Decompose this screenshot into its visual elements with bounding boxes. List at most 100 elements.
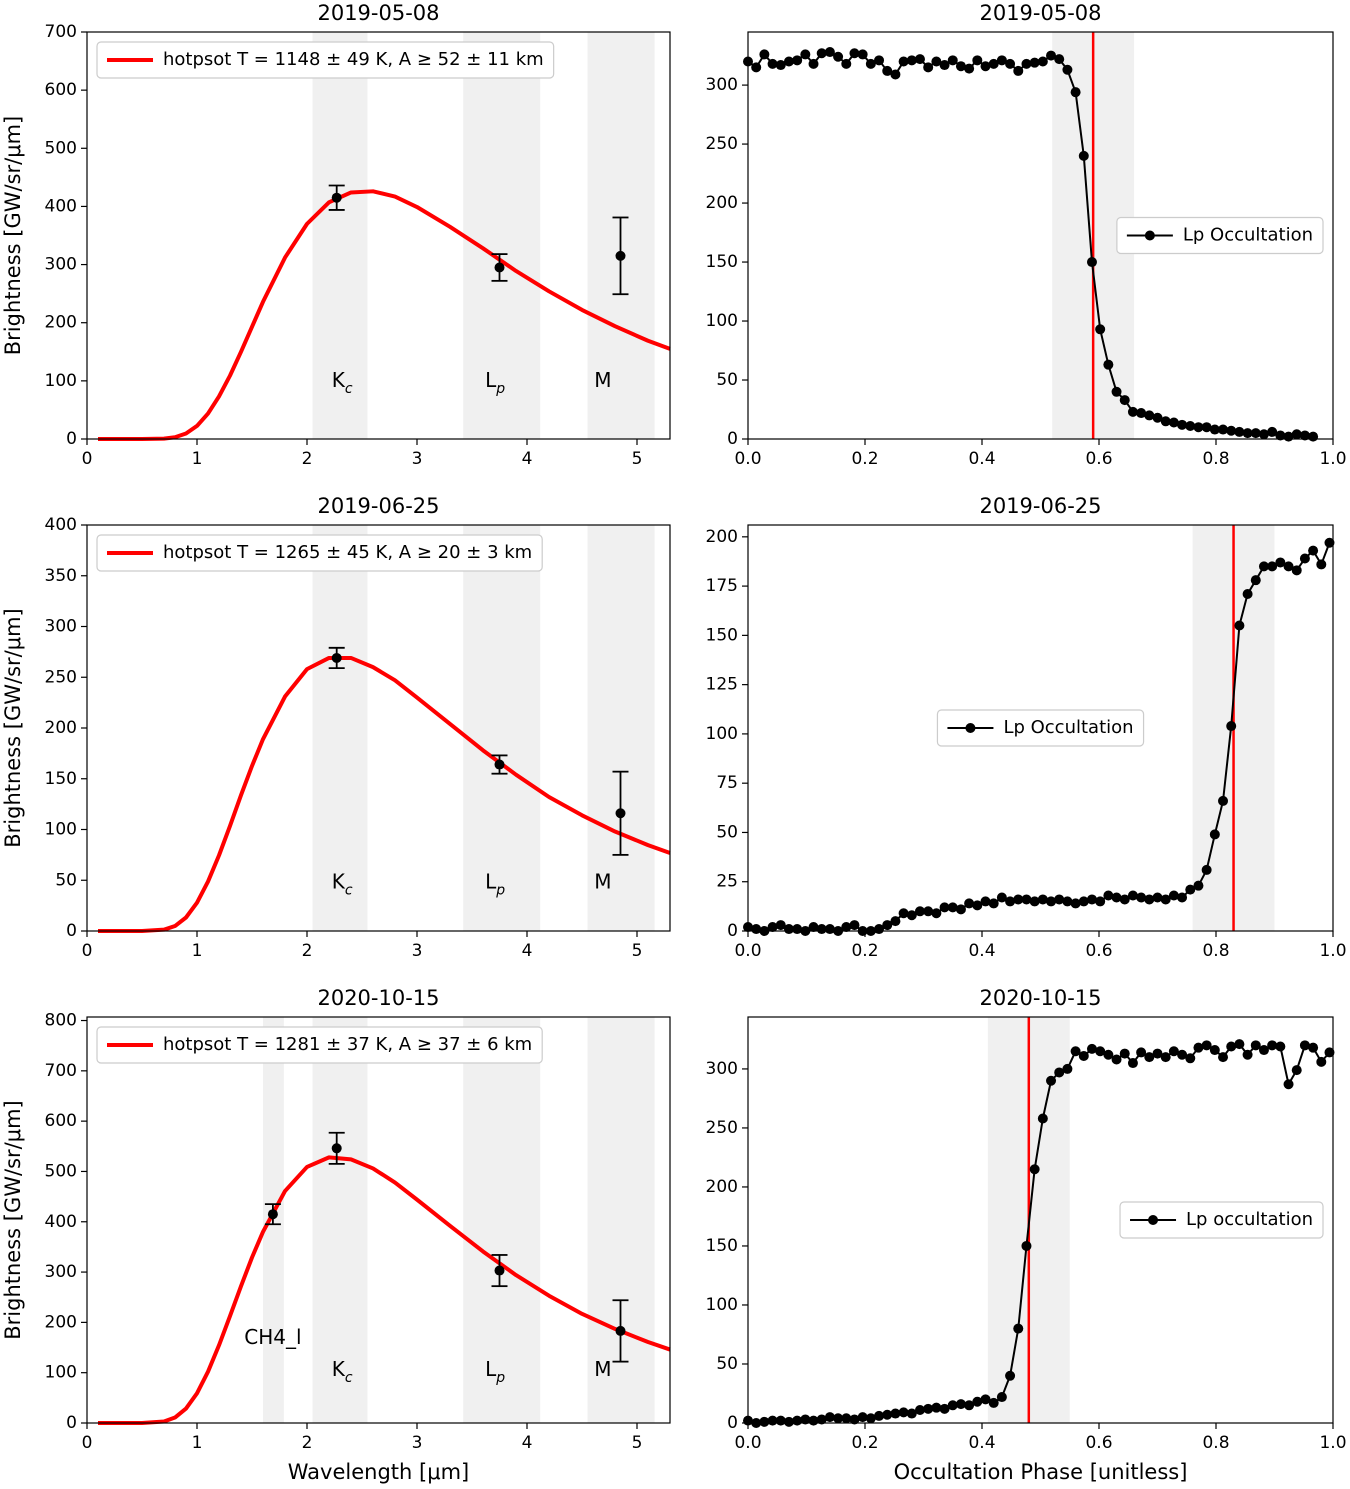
x-tick-label: 0.4 bbox=[968, 941, 995, 961]
marker bbox=[267, 1209, 278, 1220]
marker bbox=[1070, 87, 1081, 98]
marker bbox=[955, 904, 966, 915]
marker bbox=[1291, 1065, 1302, 1076]
x-tick-label: 0.0 bbox=[734, 941, 761, 961]
marker bbox=[906, 910, 917, 921]
marker bbox=[1275, 1041, 1286, 1052]
marker bbox=[1275, 430, 1286, 441]
marker bbox=[874, 1410, 885, 1421]
y-tick-label: 0 bbox=[727, 921, 738, 941]
marker bbox=[906, 1408, 917, 1419]
subplot: 0 50 100 150 200 250 300 0.0 0.2 0.4 0.6 0.8 1.0 2019… bbox=[706, 1, 1347, 469]
subplot: 0 25 50 75 100 125 150 175 200 0.0 0.2 0.4 0.6 0.8 1.0… bbox=[706, 494, 1347, 961]
marker bbox=[1111, 1054, 1122, 1065]
marker bbox=[833, 1413, 844, 1424]
marker bbox=[331, 652, 342, 663]
legend-text: hotpsot T = 1148 ± 49 K, A ≥ 52 ± 11 km bbox=[163, 49, 544, 70]
marker bbox=[759, 49, 770, 60]
marker bbox=[1078, 150, 1089, 161]
marker bbox=[1037, 56, 1048, 67]
y-tick-label: 0 bbox=[727, 1413, 738, 1433]
marker bbox=[1218, 1052, 1229, 1063]
marker bbox=[841, 58, 852, 69]
y-axis-label: Brightness [GW/sr/μm] bbox=[1, 116, 25, 356]
series-line bbox=[98, 1155, 671, 1425]
y-tick-label: 125 bbox=[706, 675, 738, 695]
y-tick-label: 100 bbox=[45, 371, 77, 391]
marker bbox=[1267, 561, 1278, 572]
marker bbox=[767, 922, 778, 933]
series-line bbox=[98, 189, 671, 441]
marker bbox=[1209, 829, 1220, 840]
y-tick-label: 300 bbox=[706, 1059, 738, 1079]
marker bbox=[923, 906, 934, 917]
x-axis-label: Wavelength [μm] bbox=[288, 1460, 469, 1484]
marker bbox=[1152, 412, 1163, 423]
band bbox=[463, 1017, 541, 1423]
marker bbox=[1005, 896, 1016, 907]
x-tick-label: 4 bbox=[522, 449, 533, 469]
marker bbox=[833, 51, 844, 62]
marker bbox=[1177, 1049, 1188, 1060]
y-tick-label: 400 bbox=[45, 1212, 77, 1232]
marker bbox=[1095, 896, 1106, 907]
legend: Lp occultation bbox=[1119, 1201, 1324, 1239]
y-tick-label: 200 bbox=[706, 1177, 738, 1197]
y-tick-label: 25 bbox=[716, 872, 738, 892]
marker bbox=[923, 62, 934, 73]
subplot-title: 2020-10-15 bbox=[979, 986, 1101, 1010]
legend-marker bbox=[965, 723, 976, 733]
axes-frame bbox=[747, 1016, 1334, 1424]
legend: Lp Occultation bbox=[936, 709, 1145, 747]
legend-text: Lp Occultation bbox=[1003, 717, 1133, 738]
marker bbox=[494, 759, 505, 770]
marker bbox=[1291, 429, 1302, 440]
marker bbox=[955, 1399, 966, 1410]
y-tick-label: 175 bbox=[706, 576, 738, 596]
marker bbox=[972, 55, 983, 66]
marker bbox=[882, 920, 893, 931]
marker bbox=[1029, 57, 1040, 68]
x-tick-label: 3 bbox=[412, 449, 423, 469]
marker bbox=[996, 55, 1007, 66]
marker bbox=[906, 55, 917, 66]
marker bbox=[849, 920, 860, 931]
marker bbox=[1267, 1040, 1278, 1051]
legend-marker bbox=[1144, 230, 1155, 241]
legend-box bbox=[96, 1026, 543, 1064]
marker bbox=[808, 58, 819, 69]
axes-frame bbox=[86, 524, 671, 932]
x-tick-label: 0.8 bbox=[1202, 941, 1229, 961]
marker bbox=[996, 892, 1007, 903]
y-tick-label: 500 bbox=[45, 138, 77, 158]
x-tick-label: 0.0 bbox=[734, 1433, 761, 1453]
marker bbox=[947, 902, 958, 913]
marker bbox=[882, 65, 893, 76]
band-label: Lp bbox=[485, 869, 505, 899]
marker bbox=[1021, 894, 1032, 905]
marker bbox=[1119, 395, 1130, 406]
marker bbox=[1201, 864, 1212, 875]
marker bbox=[1201, 1040, 1212, 1051]
y-tick-label: 150 bbox=[706, 1236, 738, 1256]
marker bbox=[1185, 884, 1196, 895]
y-tick-label: 600 bbox=[45, 1111, 77, 1131]
marker bbox=[331, 192, 342, 203]
band-label-sub: c bbox=[345, 882, 353, 898]
marker bbox=[1119, 894, 1130, 905]
band-label: Lp bbox=[485, 1357, 505, 1387]
y-tick-label: 100 bbox=[706, 311, 738, 331]
band-label-main: K bbox=[332, 367, 346, 391]
band-label-sub: p bbox=[495, 1370, 505, 1386]
x-tick-label: 5 bbox=[632, 941, 643, 961]
marker bbox=[955, 61, 966, 72]
marker bbox=[1021, 58, 1032, 69]
marker bbox=[1037, 894, 1048, 905]
marker bbox=[898, 1407, 909, 1418]
marker bbox=[1226, 721, 1237, 732]
marker bbox=[783, 1416, 794, 1427]
band-label-main: L bbox=[485, 869, 497, 893]
y-tick-label: 200 bbox=[45, 313, 77, 333]
band-label-main: K bbox=[332, 1357, 346, 1381]
